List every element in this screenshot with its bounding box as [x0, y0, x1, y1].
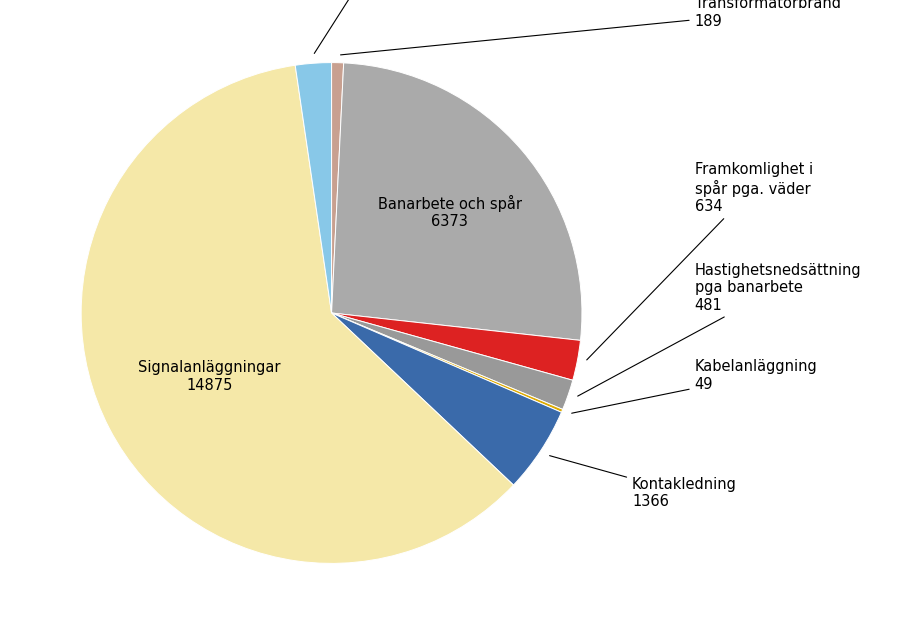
- Wedge shape: [332, 63, 582, 341]
- Wedge shape: [332, 313, 573, 409]
- Wedge shape: [332, 313, 580, 380]
- Text: Hastighetsnedsättning
pga banarbete
481: Hastighetsnedsättning pga banarbete 481: [577, 263, 861, 396]
- Text: Transformatorbrand
189: Transformatorbrand 189: [341, 0, 841, 55]
- Text: Kontakledning
1366: Kontakledning 1366: [550, 456, 737, 510]
- Text: Signalanläggningar
14875: Signalanläggningar 14875: [138, 361, 281, 393]
- Text: Banarbete och spår
6373: Banarbete och spår 6373: [378, 195, 521, 230]
- Wedge shape: [81, 65, 514, 563]
- Text: Framkomlighet i
spår pga. väder
634: Framkomlighet i spår pga. väder 634: [587, 162, 812, 360]
- Wedge shape: [332, 313, 563, 413]
- Wedge shape: [296, 63, 332, 313]
- Text: Kabelanläggning
49: Kabelanläggning 49: [572, 359, 818, 413]
- Text: Spänningslöst
569: Spänningslöst 569: [314, 0, 421, 53]
- Wedge shape: [332, 63, 344, 313]
- Wedge shape: [332, 313, 562, 485]
